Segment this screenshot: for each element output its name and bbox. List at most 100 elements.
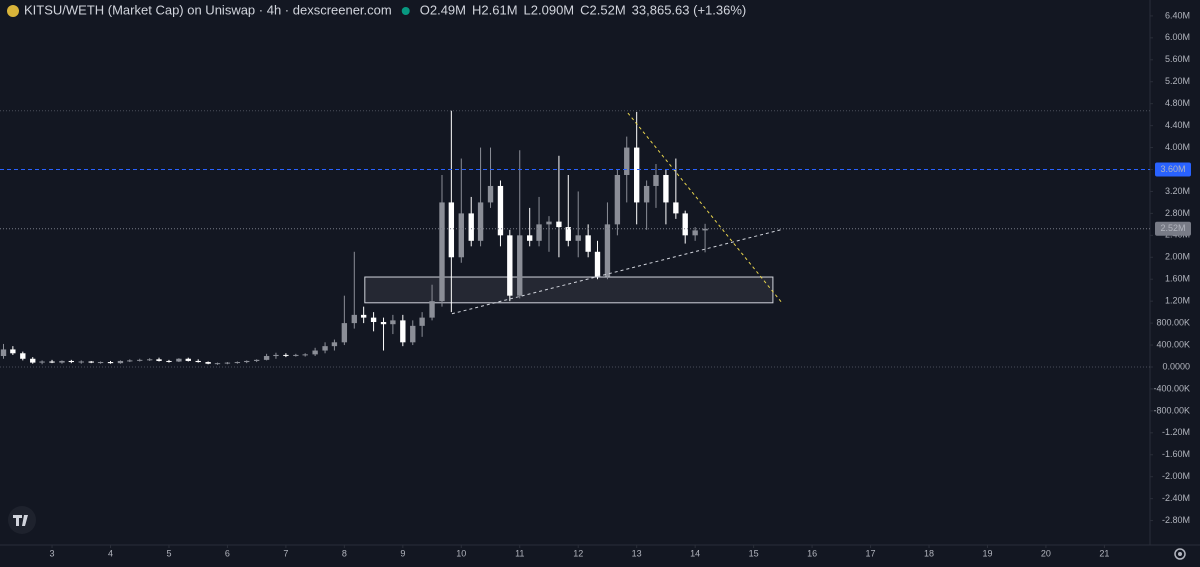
price-label: 2.52M [1160, 223, 1185, 233]
ohlc-key: C [580, 2, 589, 17]
tv-logo [8, 506, 36, 534]
candle-body [59, 360, 65, 363]
candle-body [527, 235, 533, 241]
x-tick-label: 21 [1099, 548, 1109, 558]
candle-body [653, 174, 659, 186]
y-tick-label: -1.20M [1162, 427, 1190, 437]
candle-body [176, 358, 182, 362]
candle-body [0, 349, 7, 357]
candle-body [458, 213, 464, 258]
zone-rect [364, 276, 774, 304]
candle-body [439, 202, 445, 302]
ohlc-key: L [524, 2, 531, 17]
candle-body [468, 213, 474, 241]
y-tick-label: 4.00M [1165, 142, 1190, 152]
y-tick-label: 5.20M [1165, 76, 1190, 86]
token-icon [7, 5, 19, 17]
x-tick-label: 6 [225, 548, 230, 558]
candle-body [634, 147, 640, 203]
y-tick-label: 1.20M [1165, 296, 1190, 306]
y-tick-label: -800.00K [1153, 405, 1190, 415]
candle-body [146, 359, 153, 361]
candle-body [156, 359, 162, 361]
candle-body [234, 362, 241, 364]
candle-body [185, 358, 191, 361]
y-tick-label: 0.0000 [1162, 361, 1190, 371]
candle-body [594, 251, 601, 277]
ohlc-value: 2.52M [590, 2, 626, 17]
x-tick-label: 9 [400, 548, 405, 558]
trend-line [627, 112, 784, 305]
y-tick-label: 3.20M [1165, 186, 1190, 196]
y-tick-label: 6.40M [1165, 10, 1190, 20]
candle-body [302, 354, 308, 356]
trend-line [451, 229, 781, 315]
candle-body [682, 213, 688, 236]
y-tick-label: 2.80M [1165, 208, 1190, 218]
ohlc-value: 2.090M [531, 2, 574, 17]
x-tick-label: 5 [166, 548, 171, 558]
candle-body [30, 358, 36, 363]
x-tick-label: 19 [982, 548, 992, 558]
x-tick-label: 13 [632, 548, 642, 558]
candle-body [166, 360, 172, 362]
candle-body [39, 361, 45, 363]
candle-body [604, 224, 611, 277]
settings-icon[interactable] [1174, 548, 1186, 560]
candle-body [214, 363, 221, 365]
x-tick-label: 14 [690, 548, 700, 558]
y-tick-label: 1.60M [1165, 274, 1190, 284]
candle-body [419, 317, 425, 326]
candle-body [536, 224, 542, 241]
candle-body [380, 322, 387, 325]
candle-body [614, 174, 621, 225]
ohlc-value: 2.61M [481, 2, 517, 17]
candle-body [507, 235, 513, 296]
candle-body [331, 342, 338, 347]
candle-body [127, 360, 133, 362]
candle-body [585, 235, 591, 252]
candle-body [673, 202, 679, 214]
y-tick-label: 4.80M [1165, 98, 1190, 108]
candle-body [390, 320, 396, 325]
candle-body [360, 314, 367, 318]
candle-body [341, 323, 348, 343]
price-label-bg [1155, 221, 1191, 236]
candle-body [575, 235, 581, 241]
x-tick-label: 15 [749, 548, 759, 558]
candle-body [293, 354, 299, 356]
price-label: 3.60M [1160, 164, 1185, 174]
candle-body [624, 147, 630, 175]
y-tick-label: -1.60M [1162, 449, 1190, 459]
candle-body [224, 362, 231, 364]
candle-body [487, 185, 494, 203]
candle-body [97, 362, 104, 364]
candle-body [49, 361, 55, 363]
candle-body [702, 228, 708, 231]
candle-body [546, 221, 552, 225]
candle-body [351, 314, 357, 324]
candle-body [20, 353, 26, 359]
candle-body [517, 235, 523, 296]
candle-body [273, 354, 279, 357]
x-tick-label: 12 [573, 548, 583, 558]
candle-body [263, 356, 270, 360]
y-tick-label: -400.00K [1153, 383, 1190, 393]
candle-body [663, 174, 669, 203]
candle-body [565, 227, 571, 241]
candle-body [400, 320, 406, 343]
x-tick-label: 18 [924, 548, 934, 558]
x-tick-label: 7 [283, 548, 288, 558]
candle-body [78, 361, 84, 363]
candle-body [283, 354, 289, 356]
chart-title: KITSU/WETH (Market Cap) on Uniswap · 4h … [24, 2, 392, 17]
x-tick-label: 11 [515, 548, 524, 558]
ohlc-key: O [420, 2, 430, 17]
candle-body [253, 359, 260, 361]
candle-body [410, 325, 416, 343]
status-dot [401, 7, 410, 15]
x-tick-label: 16 [807, 548, 817, 558]
candle-body [497, 185, 504, 236]
